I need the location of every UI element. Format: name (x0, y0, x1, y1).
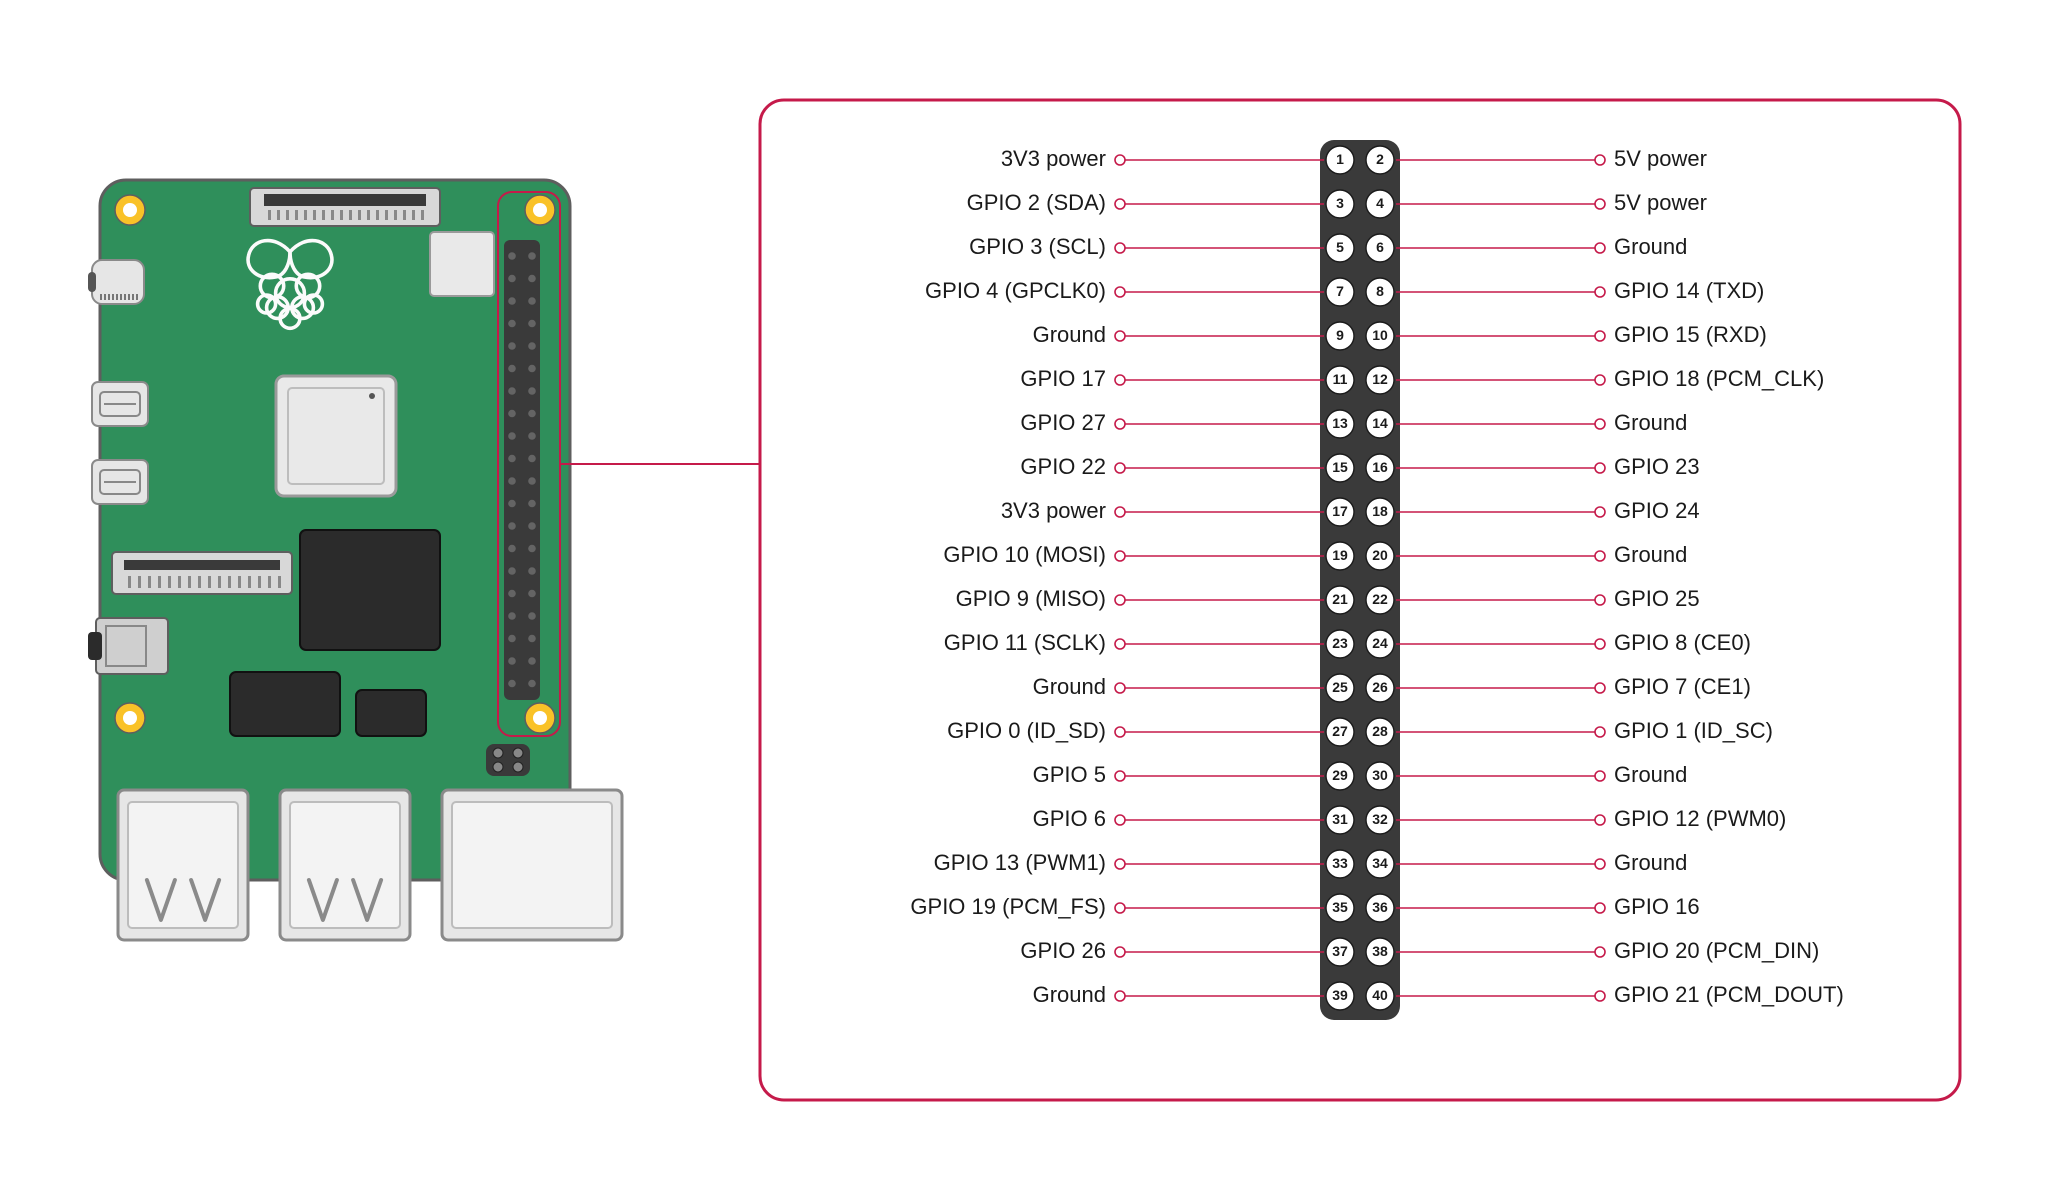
pin-label-right: GPIO 15 (RXD) (1614, 322, 1767, 347)
pin-number: 2 (1376, 151, 1384, 167)
raspberry-pi-board (88, 180, 622, 940)
pin-label-right: GPIO 18 (PCM_CLK) (1614, 366, 1824, 391)
pin-label-left: GPIO 5 (1033, 762, 1106, 787)
pin-label-left: GPIO 6 (1033, 806, 1106, 831)
pinout-diagram: 123V3 power5V power34GPIO 2 (SDA)5V powe… (0, 0, 2064, 1185)
pin-number: 10 (1372, 327, 1388, 343)
pin-label-left: GPIO 27 (1020, 410, 1106, 435)
pin-label-left: 3V3 power (1001, 146, 1106, 171)
pin-number: 8 (1376, 283, 1384, 299)
pin-label-left: 3V3 power (1001, 498, 1106, 523)
pin-number: 3 (1336, 195, 1344, 211)
pin-number: 17 (1332, 503, 1348, 519)
pin-label-right: GPIO 20 (PCM_DIN) (1614, 938, 1819, 963)
pin-label-left: Ground (1033, 982, 1106, 1007)
pin-label-left: Ground (1033, 674, 1106, 699)
pin-number: 11 (1333, 371, 1348, 387)
pin-number: 16 (1372, 459, 1388, 475)
pin-number: 40 (1372, 987, 1388, 1003)
pin-label-left: GPIO 4 (GPCLK0) (925, 278, 1106, 303)
pin-label-left: GPIO 10 (MOSI) (943, 542, 1106, 567)
pin-number: 7 (1336, 283, 1344, 299)
pin-number: 38 (1372, 943, 1388, 959)
pin-number: 5 (1336, 239, 1344, 255)
pin-number: 39 (1332, 987, 1348, 1003)
pin-number: 4 (1376, 195, 1384, 211)
pin-number: 13 (1332, 415, 1348, 431)
pin-label-right: GPIO 23 (1614, 454, 1700, 479)
pin-label-right: GPIO 12 (PWM0) (1614, 806, 1786, 831)
pin-number: 34 (1372, 855, 1388, 871)
pin-label-left: GPIO 22 (1020, 454, 1106, 479)
pin-label-left: Ground (1033, 322, 1106, 347)
pin-number: 33 (1332, 855, 1348, 871)
pin-number: 1 (1336, 151, 1344, 167)
pin-label-right: GPIO 7 (CE1) (1614, 674, 1751, 699)
pin-number: 21 (1332, 591, 1348, 607)
pin-number: 20 (1372, 547, 1388, 563)
pin-label-right: GPIO 14 (TXD) (1614, 278, 1764, 303)
pin-number: 30 (1372, 767, 1388, 783)
pin-label-right: GPIO 16 (1614, 894, 1700, 919)
pin-label-left: GPIO 17 (1020, 366, 1106, 391)
pin-label-left: GPIO 19 (PCM_FS) (910, 894, 1106, 919)
pin-label-right: 5V power (1614, 146, 1707, 171)
pin-number: 26 (1372, 679, 1388, 695)
pin-number: 22 (1372, 591, 1388, 607)
pin-label-right: GPIO 21 (PCM_DOUT) (1614, 982, 1844, 1007)
pin-number: 36 (1372, 899, 1388, 915)
pin-label-right: GPIO 1 (ID_SC) (1614, 718, 1773, 743)
pin-number: 6 (1376, 239, 1384, 255)
pin-label-left: GPIO 13 (PWM1) (934, 850, 1106, 875)
pin-number: 27 (1332, 723, 1348, 739)
pin-number: 35 (1332, 899, 1348, 915)
pin-number: 18 (1372, 503, 1388, 519)
pin-label-left: GPIO 26 (1020, 938, 1106, 963)
pin-number: 23 (1332, 635, 1348, 651)
pin-label-left: GPIO 0 (ID_SD) (947, 718, 1106, 743)
pin-number: 31 (1332, 811, 1348, 827)
pin-label-right: 5V power (1614, 190, 1707, 215)
pin-number: 25 (1332, 679, 1348, 695)
pin-label-left: GPIO 2 (SDA) (967, 190, 1106, 215)
pin-label-left: GPIO 9 (MISO) (956, 586, 1106, 611)
pin-label-right: GPIO 8 (CE0) (1614, 630, 1751, 655)
pin-number: 24 (1372, 635, 1388, 651)
pin-number: 28 (1372, 723, 1388, 739)
pin-label-right: Ground (1614, 234, 1687, 259)
pin-label-right: GPIO 25 (1614, 586, 1700, 611)
pin-label-right: GPIO 24 (1614, 498, 1700, 523)
pin-label-left: GPIO 11 (SCLK) (944, 630, 1106, 655)
pin-label-right: Ground (1614, 542, 1687, 567)
pin-number: 29 (1332, 767, 1348, 783)
pin-number: 37 (1332, 943, 1348, 959)
pin-number: 19 (1332, 547, 1348, 563)
pin-label-left: GPIO 3 (SCL) (969, 234, 1106, 259)
pin-number: 32 (1372, 811, 1388, 827)
pin-label-right: Ground (1614, 850, 1687, 875)
pin-label-right: Ground (1614, 762, 1687, 787)
pin-number: 9 (1336, 327, 1344, 343)
pin-number: 15 (1332, 459, 1348, 475)
pin-number: 12 (1372, 371, 1388, 387)
pin-number: 14 (1372, 415, 1388, 431)
pin-label-right: Ground (1614, 410, 1687, 435)
